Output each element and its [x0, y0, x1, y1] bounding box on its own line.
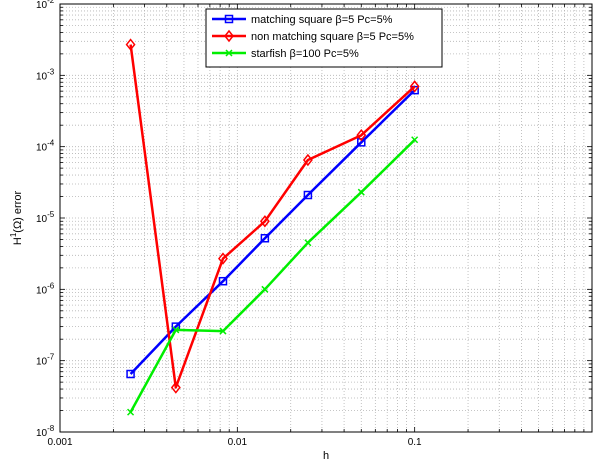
legend-label: starfish β=100 Pc=5% [251, 48, 359, 60]
x-marker [219, 327, 227, 335]
x-marker [172, 326, 180, 334]
legend-label: matching square β=5 Pc=5% [251, 14, 393, 26]
square-marker [303, 190, 313, 200]
legend: matching square β=5 Pc=5% non matching sq… [205, 8, 443, 68]
square-marker [126, 369, 135, 379]
series-layer [125, 38, 420, 416]
diamond-marker [224, 29, 234, 43]
y-axis-label: H1(Ω) error [9, 191, 24, 246]
series-line [129, 89, 416, 375]
plot-frame [59, 3, 593, 433]
x-tick-label: 0.01 [228, 437, 248, 448]
legend-entry: starfish β=100 Pc=5% [212, 48, 359, 60]
y-tick-labels: 10-8 10-7 10-6 10-5 10-4 10-3 10-2 [36, 0, 55, 439]
series-1 [126, 85, 419, 379]
y-tick-label: 10-3 [36, 67, 55, 82]
x-axis-label: h [323, 450, 329, 462]
diamond-marker [218, 252, 228, 265]
x-marker [225, 49, 233, 57]
x-tick-label: 0.1 [408, 437, 422, 448]
legend-entry: non matching square β=5 Pc=5% [212, 29, 414, 43]
diamond-marker [259, 215, 270, 228]
x-marker [127, 408, 135, 416]
square-marker [224, 14, 234, 24]
diamond-marker [302, 153, 313, 167]
x-marker [261, 285, 269, 293]
x-tick-labels: 0.001 0.01 0.1 [47, 437, 422, 448]
y-tick-label: 10-7 [36, 353, 55, 368]
y-tick-label: 10-5 [36, 210, 55, 225]
x-tick-label: 0.001 [47, 437, 72, 448]
y-tick-label: 10-4 [36, 139, 55, 154]
diamond-marker [125, 38, 136, 51]
x-marker [357, 188, 365, 196]
series-3 [127, 136, 419, 416]
legend-label: non matching square β=5 Pc=5% [251, 31, 414, 43]
square-marker [357, 138, 366, 147]
diamond-marker [356, 128, 367, 142]
x-marker [411, 136, 419, 144]
diamond-marker [409, 80, 420, 93]
legend-entry: matching square β=5 Pc=5% [212, 14, 393, 26]
y-tick-label: 10-8 [36, 424, 55, 439]
diamond-marker [170, 381, 181, 394]
square-marker [260, 234, 270, 243]
y-tick-label: 10-6 [36, 281, 55, 296]
y-tick-label: 10-2 [36, 0, 55, 11]
x-marker [304, 239, 312, 247]
square-marker [218, 276, 228, 286]
series-line [129, 44, 416, 389]
series-2 [125, 38, 420, 394]
plot-area [60, 4, 592, 432]
